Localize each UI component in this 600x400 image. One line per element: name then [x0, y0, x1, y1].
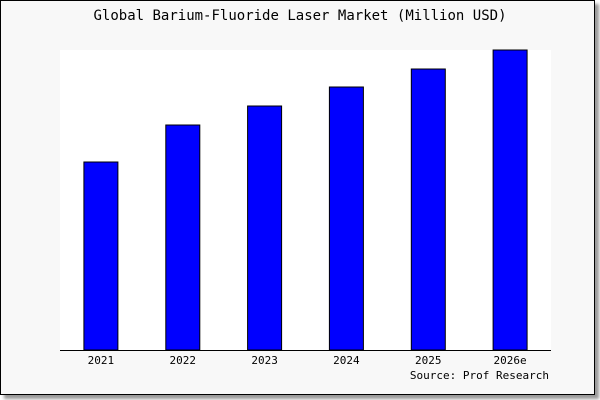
bar-2024 — [328, 86, 364, 351]
bar-2022 — [165, 124, 201, 351]
source-note: Source: Prof Research — [410, 369, 549, 382]
x-tick-label: 2023 — [251, 354, 278, 367]
x-tick-label: 2022 — [170, 354, 197, 367]
chart-title: Global Barium-Fluoride Laser Market (Mil… — [93, 8, 506, 24]
plot-area — [60, 50, 551, 350]
x-tick-label: 2021 — [88, 354, 115, 367]
x-tick-label: 2026e — [494, 354, 527, 367]
bar-2023 — [247, 105, 283, 351]
bar-2021 — [83, 161, 119, 351]
bar-2025 — [410, 68, 446, 351]
x-tick-label: 2025 — [415, 354, 442, 367]
bar-2026e — [492, 49, 528, 351]
x-tick-label: 2024 — [333, 354, 360, 367]
